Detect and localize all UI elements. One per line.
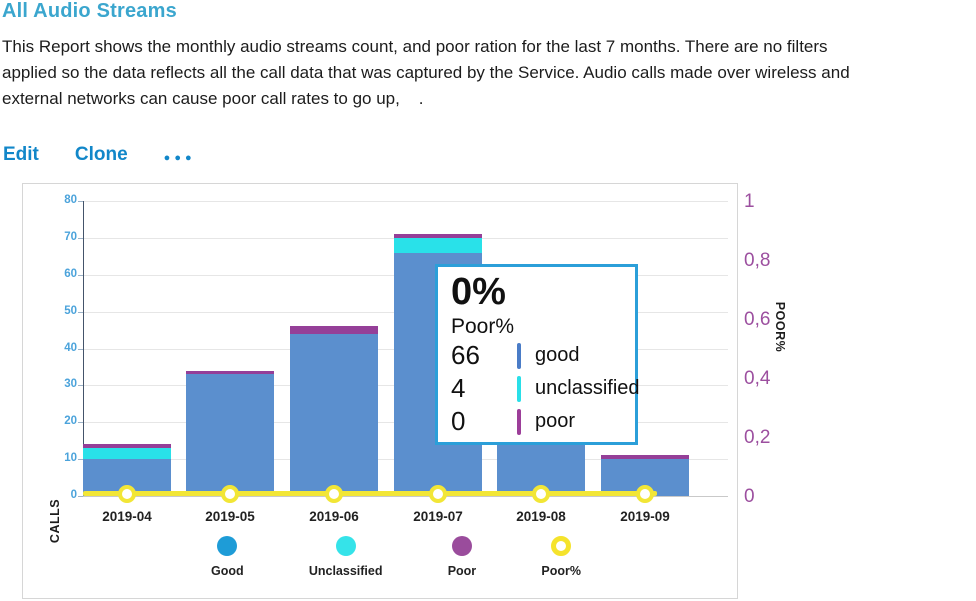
page-title: All Audio Streams	[2, 0, 177, 22]
poor-percent-marker	[429, 485, 447, 503]
right-axis-title: POOR%	[773, 301, 788, 353]
tooltip-row-swatch	[517, 342, 521, 369]
chart-legend: Good Unclassified Poor Poor%	[211, 536, 581, 578]
left-axis-tickmark	[78, 348, 83, 350]
legend-item-unclassified: Unclassified	[308, 536, 383, 578]
left-axis-tick-label: 0	[70, 489, 77, 501]
legend-item-poor: Poor	[448, 536, 476, 578]
bar-segment-poor	[601, 455, 689, 460]
x-axis-label: 2019-06	[309, 509, 359, 524]
edit-button[interactable]: Edit	[3, 144, 39, 165]
x-axis-label: 2019-07	[413, 509, 463, 524]
report-description: This Report shows the monthly audio stre…	[2, 34, 976, 112]
right-axis-tick-label: 1	[744, 191, 755, 212]
legend-ring-icon	[551, 536, 572, 556]
x-axis-label: 2019-08	[516, 509, 566, 524]
left-axis-tickmark	[78, 459, 83, 461]
tooltip-row: 66 good	[451, 339, 635, 372]
left-axis-tickmark	[78, 311, 83, 313]
left-axis-tick-label: 80	[64, 194, 77, 206]
x-axis-label: 2019-09	[620, 509, 670, 524]
poor-percent-marker	[118, 485, 136, 503]
bar-segment-poor	[290, 326, 378, 334]
left-axis-tick-label: 20	[64, 415, 77, 428]
tooltip-row: 0 poor	[451, 405, 635, 438]
right-axis-tick-label: 0	[744, 486, 755, 507]
legend-label: Poor	[447, 564, 477, 578]
poor-percent-line	[83, 491, 657, 496]
left-axis-tick-label: 60	[64, 267, 77, 280]
report-actions: Edit Clone ●●●	[3, 144, 196, 166]
chart-container: CALLS 0% Poor% 66 good 4 unclassified 0 poor …	[22, 183, 738, 599]
tooltip-row-value: 66	[451, 340, 480, 370]
left-axis-tick-label: 70	[64, 230, 77, 243]
left-axis-tickmark	[78, 496, 83, 497]
left-axis-tick-label: 50	[64, 304, 77, 317]
left-axis-tick-label: 30	[64, 378, 77, 391]
tooltip-row-label: unclassified	[535, 377, 640, 399]
left-axis-line	[83, 201, 84, 496]
bar-segment-unclassified	[394, 237, 482, 253]
tooltip-row-swatch	[517, 408, 521, 435]
left-axis-tickmark	[78, 237, 83, 239]
legend-label: Poor%	[541, 564, 581, 578]
tooltip-row-label: good	[535, 344, 580, 366]
bar-segment-good	[290, 333, 378, 496]
legend-item-poorpct: Poor%	[541, 536, 581, 578]
left-axis-tickmark	[78, 385, 83, 387]
left-axis-tickmark	[78, 274, 83, 276]
left-axis-tick-label: 40	[64, 341, 77, 354]
bar-segment-good	[186, 374, 274, 496]
poor-percent-marker	[532, 485, 550, 503]
legend-dot-icon	[335, 536, 356, 556]
more-options-button[interactable]: ●●●	[163, 152, 196, 164]
bar-segment-poor	[394, 234, 482, 238]
description-line: This Report shows the monthly audio stre…	[2, 37, 828, 56]
x-axis-label: 2019-05	[205, 509, 255, 524]
poor-percent-marker	[221, 485, 239, 503]
left-axis-tickmark	[78, 201, 83, 202]
legend-dot-icon	[451, 536, 472, 556]
bar-segment-poor	[186, 370, 274, 375]
poor-percent-marker	[325, 485, 343, 503]
x-axis-line	[83, 496, 728, 497]
right-axis-tick-label: 0,4	[744, 368, 771, 389]
right-axis-tick-label: 0,8	[744, 250, 771, 271]
description-line: external networks can cause poor call ra…	[2, 89, 424, 108]
tooltip-percent-value: 0%	[451, 271, 506, 313]
right-axis-tick-label: 0,2	[744, 427, 771, 448]
x-axis-label: 2019-04	[102, 509, 152, 524]
tooltip-series-name: Poor%	[451, 315, 515, 338]
legend-label: Unclassified	[308, 564, 383, 578]
tooltip-row-label: poor	[535, 410, 576, 432]
tooltip-row: 4 unclassified	[451, 372, 640, 405]
left-axis-title: CALLS	[48, 498, 63, 544]
left-axis-tickmark	[78, 422, 83, 424]
description-line: applied so the data reflects all the cal…	[2, 63, 850, 82]
bar-segment-unclassified	[83, 448, 171, 460]
legend-item-good: Good	[211, 536, 244, 578]
gridline	[83, 201, 728, 202]
left-axis-tick-label: 10	[64, 452, 77, 465]
legend-label: Good	[211, 564, 244, 578]
tooltip-row-value: 0	[451, 406, 466, 436]
bar-segment-poor	[83, 444, 171, 449]
legend-dot-icon	[217, 536, 238, 556]
tooltip-row-swatch	[517, 375, 521, 402]
poor-percent-marker	[636, 485, 654, 503]
right-axis-tick-label: 0,6	[744, 309, 771, 330]
clone-button[interactable]: Clone	[74, 144, 128, 165]
chart-tooltip: 0% Poor% 66 good 4 unclassified 0 poor	[435, 264, 640, 445]
tooltip-row-value: 4	[451, 373, 466, 403]
